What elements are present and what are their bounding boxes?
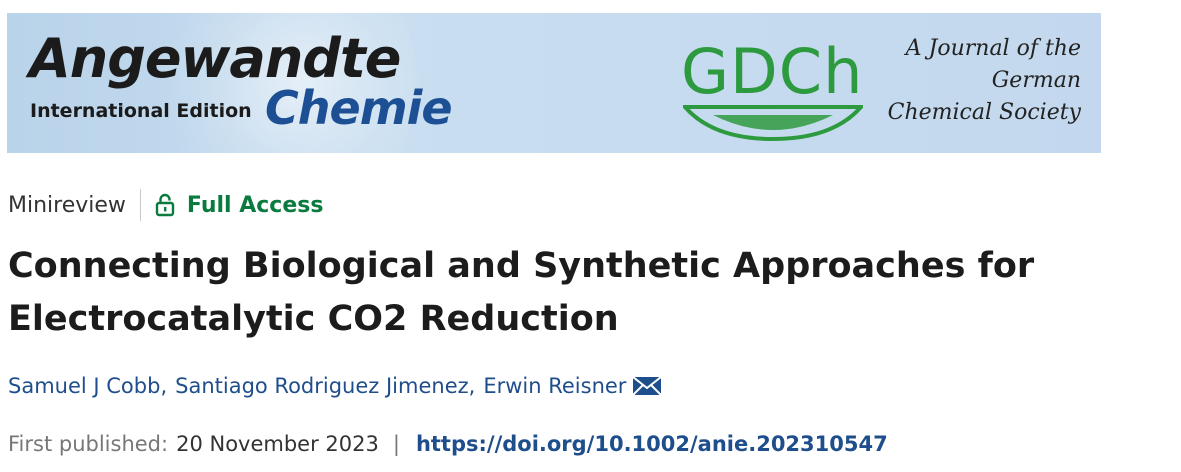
gdch-logo-text: GDCh	[681, 35, 864, 108]
author-list: Samuel J Cobb , Santiago Rodriguez Jimen…	[8, 374, 663, 398]
doi-link[interactable]: https://doi.org/10.1002/anie.202310547	[415, 432, 888, 456]
article-meta-row: Minireview Full Access	[8, 188, 323, 222]
author-separator: ,	[468, 374, 476, 398]
author-link-reisner[interactable]: Erwin Reisner	[483, 374, 627, 398]
title-line-1: Connecting Biological and Synthetic Appr…	[8, 246, 1035, 286]
tagline-line-2: German	[991, 68, 1081, 93]
gdch-arc-icon	[683, 105, 863, 141]
logo-chemie-text: Chemie	[265, 81, 453, 135]
first-published-date: 20 November 2023	[176, 432, 379, 456]
tagline-line-3: Chemical Society	[887, 100, 1081, 125]
article-title: Connecting Biological and Synthetic Appr…	[8, 240, 1168, 346]
publication-info-row: First published: 20 November 2023 | http…	[8, 432, 888, 456]
author-link-cobb[interactable]: Samuel J Cobb	[8, 374, 161, 398]
lock-open-icon	[155, 193, 175, 217]
tagline-line-1: A Journal of the	[905, 36, 1081, 61]
publication-separator: |	[392, 432, 400, 456]
envelope-icon[interactable]	[632, 376, 663, 396]
logo-international-edition-text: International Edition	[30, 100, 252, 122]
journal-tagline: A Journal of the German Chemical Society	[888, 33, 1081, 129]
full-access-label: Full Access	[186, 192, 324, 218]
title-line-2: Electrocatalytic CO2 Reduction	[8, 299, 619, 339]
first-published-label: First published:	[8, 432, 169, 456]
author-separator: ,	[160, 374, 168, 398]
meta-divider	[139, 189, 141, 221]
banner-swoosh	[157, 13, 417, 153]
journal-banner[interactable]: Angewandte International Edition Chemie …	[7, 13, 1101, 153]
logo-angewandte-text: Angewandte	[29, 27, 401, 90]
article-type-label: Minireview	[8, 192, 126, 218]
author-link-rodriguez-jimenez[interactable]: Santiago Rodriguez Jimenez	[175, 374, 469, 398]
